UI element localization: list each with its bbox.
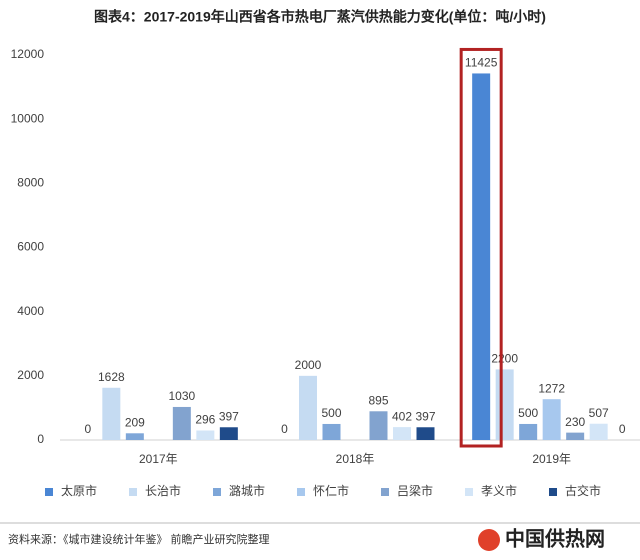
y-tick-label: 0 [37,432,44,446]
value-label: 397 [219,409,239,423]
bar [472,73,491,441]
y-tick-label: 12000 [11,47,45,61]
value-label: 230 [565,415,585,429]
legend-label: 吕梁市 [397,483,433,498]
logo: 中国供热网 [505,526,605,550]
value-label: 1628 [98,370,125,384]
bar [102,387,121,440]
legend-swatch [297,488,305,496]
bar [299,375,317,440]
y-tick-label: 2000 [17,368,44,382]
value-label: 402 [392,409,412,423]
value-label: 1272 [538,381,565,395]
legend-label: 怀仁市 [313,483,349,498]
value-label: 500 [518,406,538,420]
y-tick-label: 4000 [17,304,44,318]
bar [393,427,411,440]
bar [416,427,435,440]
value-label: 0 [84,422,91,436]
value-label: 397 [415,409,435,423]
bar [219,427,238,440]
highlight-box [459,47,503,448]
bar [542,399,561,440]
bar [566,432,585,440]
y-tick-label: 6000 [17,240,44,254]
y-tick-label: 8000 [17,176,44,190]
legend-label: 孝义市 [481,483,517,498]
bar [495,369,514,440]
legend-swatch [549,488,557,496]
bar [589,423,608,440]
value-label: 2000 [295,358,322,372]
x-tick-label: 2018年 [336,452,375,466]
bar [369,411,388,440]
value-label: 507 [589,406,609,420]
value-label: 2200 [491,352,518,366]
value-label: 11425 [465,56,498,70]
legend-label: 潞城市 [229,483,265,498]
legend-swatch [213,488,221,496]
value-label: 895 [368,393,388,407]
bar [196,430,215,440]
bar [125,433,144,440]
legend-label: 古交市 [565,483,601,498]
legend-swatch [381,488,389,496]
legend-swatch [45,488,53,496]
chart-title: 图表4：2017-2019年山西省各市热电厂蒸汽供热能力变化(单位：吨/小时) [94,9,546,25]
logo-icon [478,529,500,551]
value-label: 0 [281,422,288,436]
value-label: 1030 [168,389,195,403]
value-label: 500 [321,406,341,420]
value-label: 209 [125,415,145,429]
x-tick-label: 2019年 [532,452,571,466]
bar [172,406,191,440]
legend-swatch [465,488,473,496]
value-label: 0 [619,422,626,436]
bar [519,423,538,440]
value-label: 296 [195,413,215,427]
bar [322,423,341,440]
source: 资料来源：《城市建设统计年鉴》 前瞻产业研究院整理 [8,532,270,546]
legend-label: 长治市 [145,483,181,498]
x-tick-label: 2017年 [139,452,178,466]
legend-label: 太原市 [61,483,97,498]
y-tick-label: 10000 [11,111,45,125]
legend-swatch [129,488,137,496]
